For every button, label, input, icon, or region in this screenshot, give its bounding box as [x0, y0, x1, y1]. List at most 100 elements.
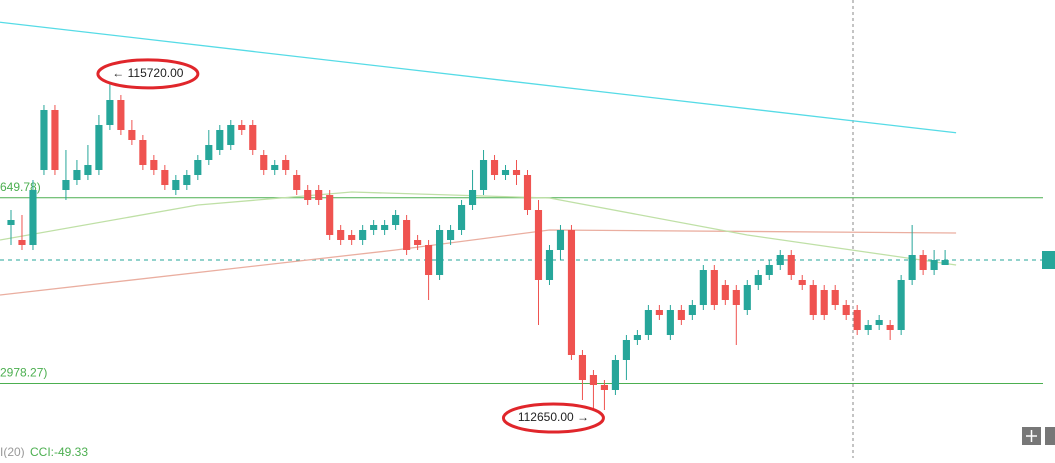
candle-body	[897, 280, 905, 330]
candle-body	[523, 175, 532, 210]
ma-line	[0, 191, 957, 266]
ma-line	[0, 21, 957, 134]
candle-body	[293, 175, 301, 190]
candle-body	[875, 320, 883, 325]
candle-body	[688, 305, 696, 315]
candle-body	[600, 385, 608, 390]
candle-body	[128, 130, 136, 140]
candle-body	[490, 160, 499, 175]
candle-body	[18, 240, 26, 245]
candle-body	[578, 355, 587, 380]
candle-body	[436, 230, 444, 275]
candle-body	[710, 270, 718, 305]
candle-body	[853, 310, 861, 330]
candle-body	[776, 255, 784, 265]
candle-body	[677, 310, 685, 320]
candle-body	[501, 170, 510, 175]
candle-body	[260, 155, 268, 170]
candle-body	[908, 255, 916, 280]
candle-body	[479, 160, 488, 190]
candle-body	[194, 160, 202, 175]
candle-body	[930, 260, 938, 270]
candle-body	[150, 160, 158, 170]
candle-body	[941, 260, 949, 265]
candle-body	[106, 100, 114, 125]
candle-body	[512, 170, 521, 175]
level-label: 2978.27)	[0, 366, 47, 380]
candle-body	[820, 290, 828, 315]
annotation-circle	[501, 402, 605, 434]
candle-body	[326, 195, 334, 235]
indicator-value: CCI:-49.33	[30, 445, 88, 458]
candle-body	[457, 205, 466, 230]
candle-body	[655, 310, 663, 315]
candle-body	[447, 230, 455, 240]
candle-body	[51, 110, 59, 170]
indicator-name: I(20)	[0, 445, 25, 458]
candle-body	[787, 255, 795, 275]
candle-body	[381, 225, 389, 230]
candle-body	[139, 140, 147, 165]
candle-body	[743, 285, 751, 310]
candle-body	[809, 285, 817, 315]
candle-body	[534, 210, 543, 280]
candle-body	[227, 125, 235, 145]
candle-body	[249, 125, 257, 150]
candle-body	[842, 305, 850, 315]
candle-body	[216, 130, 224, 150]
candle-body	[348, 235, 356, 240]
candle-body	[468, 190, 477, 205]
candle-body	[699, 270, 707, 305]
candle-body	[161, 170, 169, 185]
candle-body	[271, 165, 279, 170]
candle-body	[29, 190, 37, 245]
candle-body	[183, 175, 191, 185]
candle-body	[831, 290, 839, 305]
reset-button[interactable]	[1045, 427, 1055, 445]
annotation-label: 112650.00 →	[518, 410, 589, 424]
candle-body	[721, 285, 729, 300]
candle-body	[732, 290, 740, 305]
candle-body	[425, 245, 433, 275]
candle-body	[304, 190, 312, 200]
candle-body	[666, 310, 674, 335]
candle-body	[7, 220, 15, 225]
candle-body	[633, 335, 641, 340]
annotation-label: ← 115720.00	[112, 66, 183, 80]
candle-body	[40, 110, 48, 170]
candle-body	[589, 375, 598, 385]
candle-body	[754, 275, 762, 285]
candle-body	[95, 125, 103, 170]
annotation-circle	[96, 58, 200, 90]
candle-body	[172, 180, 180, 190]
candle-body	[73, 170, 81, 180]
candle-body	[567, 230, 576, 355]
candle-body	[644, 310, 652, 335]
candle-body	[556, 230, 565, 250]
candle-body	[84, 165, 92, 175]
candle-body	[315, 190, 323, 200]
candle-body	[622, 340, 630, 360]
price-tag	[1042, 251, 1055, 269]
candle-body	[282, 160, 290, 170]
candle-body	[337, 230, 345, 240]
candle-body	[414, 240, 422, 245]
candle-body	[392, 215, 400, 225]
candle-body	[117, 100, 125, 130]
candle-body	[205, 145, 213, 160]
candle-body	[238, 125, 246, 130]
candle-body	[864, 325, 872, 330]
candle-body	[545, 250, 554, 280]
candle-body	[370, 225, 378, 230]
candle-body	[611, 360, 619, 390]
candle-body	[62, 180, 70, 190]
candle-body	[798, 280, 806, 285]
candle-body	[765, 265, 773, 275]
candle-body	[886, 325, 894, 330]
candle-body	[919, 255, 927, 270]
candle-body	[359, 230, 367, 240]
candle-body	[403, 220, 411, 250]
ma-line	[0, 229, 957, 296]
